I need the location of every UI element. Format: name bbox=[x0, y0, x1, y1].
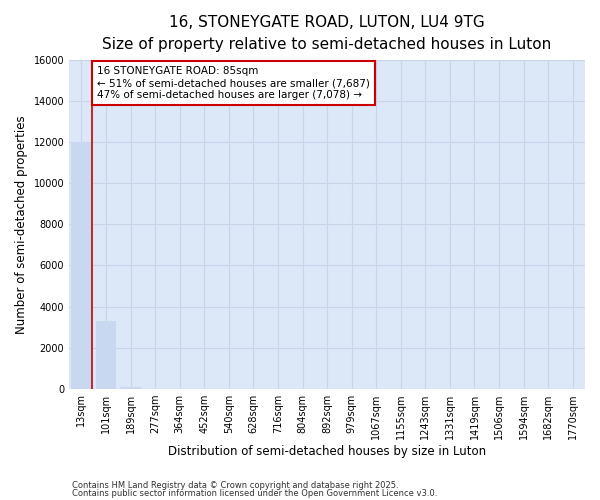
Title: 16, STONEYGATE ROAD, LUTON, LU4 9TG
Size of property relative to semi-detached h: 16, STONEYGATE ROAD, LUTON, LU4 9TG Size… bbox=[103, 15, 552, 52]
Bar bbox=[95, 321, 116, 388]
Bar bbox=[71, 142, 92, 388]
X-axis label: Distribution of semi-detached houses by size in Luton: Distribution of semi-detached houses by … bbox=[168, 444, 486, 458]
Text: Contains HM Land Registry data © Crown copyright and database right 2025.: Contains HM Land Registry data © Crown c… bbox=[72, 481, 398, 490]
Text: Contains public sector information licensed under the Open Government Licence v3: Contains public sector information licen… bbox=[72, 488, 437, 498]
Text: 16 STONEYGATE ROAD: 85sqm
← 51% of semi-detached houses are smaller (7,687)
47% : 16 STONEYGATE ROAD: 85sqm ← 51% of semi-… bbox=[97, 66, 370, 100]
Bar bbox=[120, 386, 141, 388]
Y-axis label: Number of semi-detached properties: Number of semi-detached properties bbox=[15, 115, 28, 334]
